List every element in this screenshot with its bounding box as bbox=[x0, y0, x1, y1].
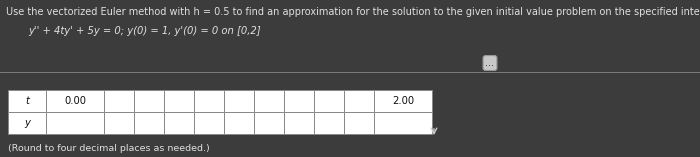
Text: Use the vectorized Euler method with h = 0.5 to find an approximation for the so: Use the vectorized Euler method with h =… bbox=[6, 7, 700, 17]
Bar bbox=[374, 112, 432, 134]
Bar bbox=[254, 112, 284, 134]
Bar bbox=[374, 90, 432, 112]
Bar bbox=[194, 112, 224, 134]
Text: y'' + 4ty' + 5y = 0; y(0) = 1, y'(0) = 0 on [0,2]: y'' + 4ty' + 5y = 0; y(0) = 1, y'(0) = 0… bbox=[28, 26, 260, 36]
Bar bbox=[104, 90, 134, 112]
Bar bbox=[164, 112, 194, 134]
Bar bbox=[314, 112, 344, 134]
Bar bbox=[254, 90, 284, 112]
Bar bbox=[284, 90, 314, 112]
Text: 0.00: 0.00 bbox=[64, 96, 86, 106]
Bar bbox=[104, 112, 134, 134]
Bar bbox=[284, 112, 314, 134]
Bar bbox=[8, 112, 46, 134]
Bar bbox=[344, 112, 374, 134]
Text: ...: ... bbox=[486, 58, 494, 68]
Bar bbox=[134, 90, 164, 112]
Bar bbox=[164, 90, 194, 112]
Bar bbox=[134, 112, 164, 134]
Bar bbox=[314, 90, 344, 112]
Text: 2.00: 2.00 bbox=[392, 96, 414, 106]
Text: y: y bbox=[24, 118, 30, 128]
Bar bbox=[224, 112, 254, 134]
Bar bbox=[224, 90, 254, 112]
Bar bbox=[194, 90, 224, 112]
Text: (Round to four decimal places as needed.): (Round to four decimal places as needed.… bbox=[8, 144, 210, 153]
Bar bbox=[46, 90, 104, 112]
Bar bbox=[344, 90, 374, 112]
Bar bbox=[8, 90, 46, 112]
Bar bbox=[46, 112, 104, 134]
Text: t: t bbox=[25, 96, 29, 106]
